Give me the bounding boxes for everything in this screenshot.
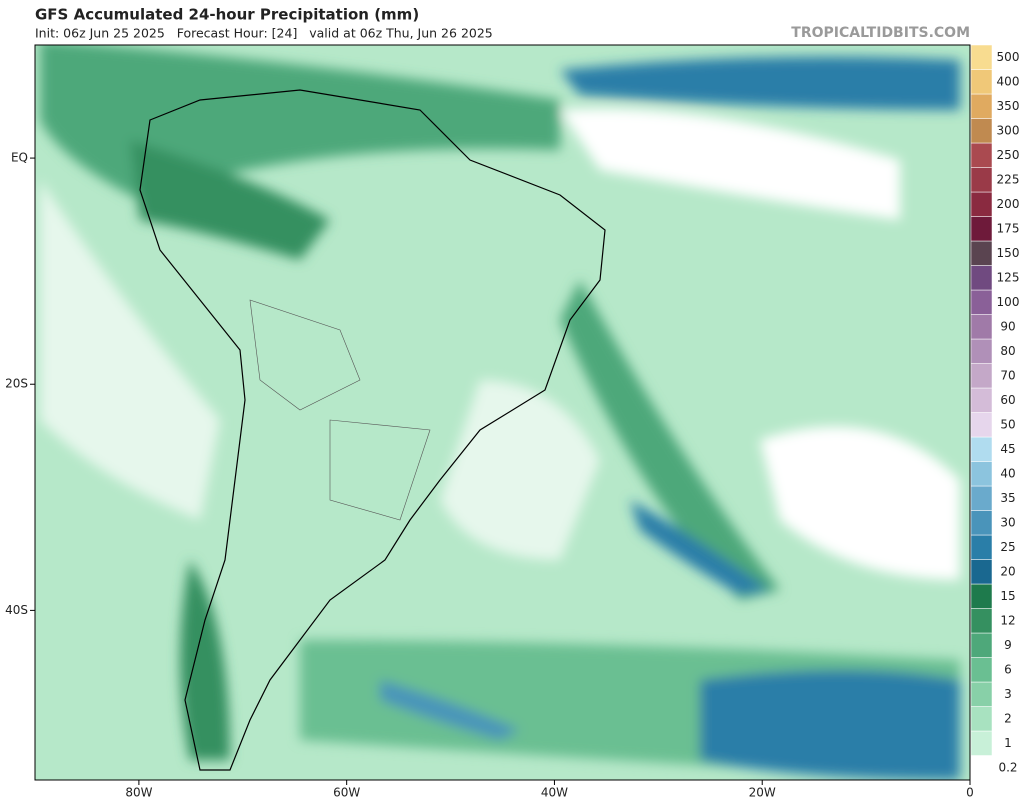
colorbar-label: 500 — [997, 50, 1020, 64]
colorbar-swatch — [970, 240, 993, 266]
colorbar-label: 60 — [1000, 393, 1015, 407]
colorbar-swatch — [970, 583, 993, 609]
colorbar-swatch — [970, 265, 993, 291]
colorbar-label: 45 — [1000, 442, 1015, 456]
colorbar-swatch — [970, 93, 993, 119]
colorbar-swatch — [970, 191, 993, 217]
colorbar-label: 30 — [1000, 515, 1015, 529]
colorbar-swatch — [970, 657, 993, 683]
colorbar-swatch — [970, 338, 993, 364]
colorbar-label: 70 — [1000, 368, 1015, 382]
watermark: TROPICALTIDBITS.COM — [791, 25, 970, 41]
colorbar-label: 300 — [997, 123, 1020, 137]
colorbar-swatch — [970, 387, 993, 413]
colorbar-swatch — [970, 118, 993, 144]
colorbar-label: 400 — [997, 74, 1020, 88]
x-tick-label: 40W — [541, 786, 568, 800]
colorbar-swatch — [970, 44, 993, 70]
title: GFS Accumulated 24-hour Precipitation (m… — [35, 6, 419, 24]
colorbar-label: 80 — [1000, 344, 1015, 358]
colorbar-swatch — [970, 485, 993, 511]
colorbar-label: 20 — [1000, 564, 1015, 578]
colorbar-swatch — [970, 510, 993, 536]
colorbar-label: 90 — [1000, 319, 1015, 333]
colorbar-label: 0.2 — [998, 760, 1017, 774]
colorbar-swatch — [970, 559, 993, 585]
colorbar-label: 25 — [1000, 540, 1015, 554]
colorbar-swatch — [970, 461, 993, 487]
colorbar-swatch — [970, 289, 993, 315]
colorbar-swatch — [970, 755, 993, 781]
y-tick-label: EQ — [11, 151, 28, 165]
colorbar-swatch — [970, 314, 993, 340]
colorbar-label: 175 — [997, 221, 1020, 235]
colorbar-label: 200 — [997, 197, 1020, 211]
colorbar-label: 1 — [1004, 736, 1012, 750]
x-tick-label: 60W — [333, 786, 360, 800]
y-tick-label: 20S — [5, 377, 28, 391]
colorbar-label: 250 — [997, 148, 1020, 162]
colorbar-label: 15 — [1000, 589, 1015, 603]
colorbar-label: 6 — [1004, 662, 1012, 676]
colorbar-swatch — [970, 167, 993, 193]
colorbar-label: 50 — [1000, 417, 1015, 431]
map — [35, 45, 970, 780]
colorbar-label: 150 — [997, 246, 1020, 260]
colorbar-label: 225 — [997, 172, 1020, 186]
map-frame — [34, 44, 971, 781]
colorbar-label: 2 — [1004, 711, 1012, 725]
colorbar-swatch — [970, 681, 993, 707]
y-tick-label: 40S — [5, 603, 28, 617]
colorbar-label: 12 — [1000, 613, 1015, 627]
colorbar-swatch — [970, 69, 993, 95]
colorbar-label: 3 — [1004, 687, 1012, 701]
colorbar-swatch — [970, 216, 993, 242]
colorbar-label: 35 — [1000, 491, 1015, 505]
colorbar-label: 350 — [997, 99, 1020, 113]
colorbar-swatch — [970, 534, 993, 560]
colorbar-label: 100 — [997, 295, 1020, 309]
colorbar-swatch — [970, 706, 993, 732]
colorbar-swatch — [970, 608, 993, 634]
x-tick-label: 80W — [125, 786, 152, 800]
colorbar-swatch — [970, 142, 993, 168]
colorbar-label: 125 — [997, 270, 1020, 284]
colorbar-label: 9 — [1004, 638, 1012, 652]
colorbar-label: 40 — [1000, 466, 1015, 480]
colorbar-swatch — [970, 436, 993, 462]
colorbar-swatch — [970, 632, 993, 658]
colorbar-swatch — [970, 412, 993, 438]
colorbar-swatch — [970, 730, 993, 756]
x-tick-label: 0 — [966, 786, 974, 800]
subtitle: Init: 06z Jun 25 2025 Forecast Hour: [24… — [35, 26, 493, 41]
colorbar-swatch — [970, 363, 993, 389]
x-tick-label: 20W — [749, 786, 776, 800]
